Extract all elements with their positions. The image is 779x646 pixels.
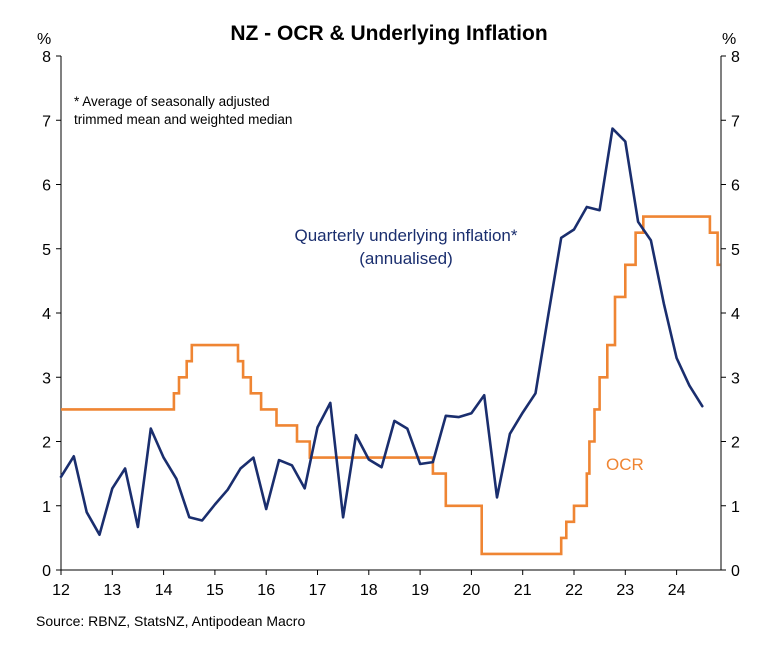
footnote-line-2: trimmed mean and weighted median: [74, 112, 292, 127]
footnote-line-1: * Average of seasonally adjusted: [74, 94, 270, 109]
inflation-label-line-1: Quarterly underlying inflation*: [294, 226, 517, 245]
y-tick-label-left: 1: [42, 499, 51, 516]
chart-title: NZ - OCR & Underlying Inflation: [230, 22, 547, 45]
x-tick-label: 21: [514, 582, 532, 599]
y-tick-label-right: 8: [731, 49, 740, 66]
y-tick-label-right: 4: [731, 306, 740, 323]
x-tick-label: 23: [616, 582, 634, 599]
y-tick-label-right: 3: [731, 370, 740, 387]
y-tick-label-left: 5: [42, 242, 51, 259]
footnote: * Average of seasonally adjusted trimmed…: [74, 94, 292, 127]
inflation-label-line-2: (annualised): [359, 249, 453, 268]
inflation-series-label: Quarterly underlying inflation* (annuali…: [294, 226, 517, 268]
y-tick-label-right: 5: [731, 242, 740, 259]
y-tick-label-left: 7: [42, 113, 51, 130]
ocr-series-label: OCR: [606, 455, 644, 474]
y-tick-label-left: 2: [42, 435, 51, 452]
y-tick-label-left: 3: [42, 370, 51, 387]
y-tick-label-right: 7: [731, 113, 740, 130]
y-tick-label-left: 0: [42, 563, 51, 580]
series-layer: [59, 127, 721, 556]
x-tick-label: 16: [257, 582, 275, 599]
axes: [60, 56, 722, 571]
ocr-line: [61, 215, 721, 556]
x-tick-label: 12: [52, 582, 70, 599]
y-tick-label-right: 0: [731, 563, 740, 580]
x-axis-ticks: 12 13 14 15 16 17 18 19 20 21 22 23 24: [52, 570, 686, 599]
y-axis-right-ticks: 0 1 2 3 4 5 6 7 8: [721, 49, 740, 580]
x-tick-label: 15: [206, 582, 224, 599]
x-tick-label: 14: [155, 582, 173, 599]
x-tick-label: 24: [668, 582, 686, 599]
x-tick-label: 13: [103, 582, 121, 599]
y-tick-label-left: 6: [42, 178, 51, 195]
x-tick-label: 20: [463, 582, 481, 599]
y-tick-label-left: 8: [42, 49, 51, 66]
y-axis-left-ticks: 0 1 2 3 4 5 6 7 8: [42, 49, 61, 580]
x-tick-label: 18: [360, 582, 378, 599]
x-tick-label: 17: [309, 582, 327, 599]
x-tick-label: 22: [565, 582, 583, 599]
y-tick-label-left: 4: [42, 306, 51, 323]
y-axis-left-unit: %: [37, 31, 51, 48]
x-tick-label: 19: [411, 582, 429, 599]
y-axis-right-unit: %: [722, 31, 736, 48]
y-tick-label-right: 1: [731, 499, 740, 516]
y-tick-label-right: 6: [731, 178, 740, 195]
y-tick-label-right: 2: [731, 435, 740, 452]
source-note: Source: RBNZ, StatsNZ, Antipodean Macro: [36, 613, 305, 629]
inflation-line: [59, 127, 704, 537]
